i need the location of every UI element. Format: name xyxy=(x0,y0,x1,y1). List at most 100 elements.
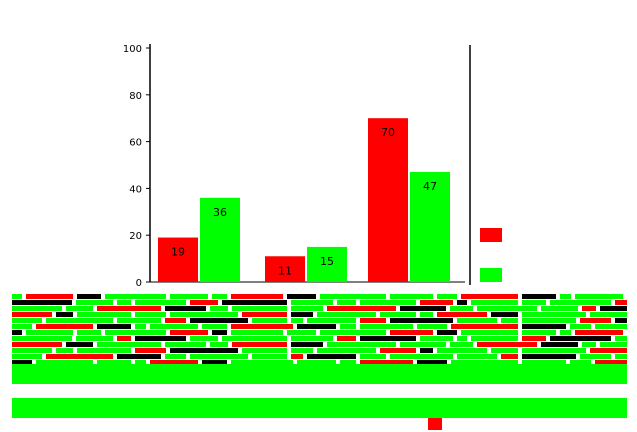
bar xyxy=(158,237,198,282)
garbled-segment xyxy=(97,342,161,347)
data-label: 11 xyxy=(278,264,292,277)
garbled-segment xyxy=(390,294,433,299)
garbled-segment xyxy=(135,312,166,317)
garbled-segment xyxy=(420,348,433,353)
garbled-segment xyxy=(66,306,93,311)
garbled-segment xyxy=(522,336,546,341)
data-label: 47 xyxy=(423,180,437,193)
garbled-segment xyxy=(400,342,446,347)
garbled-segment xyxy=(615,300,627,305)
garbled-segment xyxy=(66,342,93,347)
garbled-segment xyxy=(12,312,52,317)
y-tick-label: 100 xyxy=(123,44,142,55)
data-label: 19 xyxy=(171,246,185,259)
garbled-segment xyxy=(420,336,453,341)
garbled-segment xyxy=(360,300,416,305)
garbled-segment xyxy=(360,360,413,365)
garbled-segment xyxy=(337,336,356,341)
garbled-segment xyxy=(170,294,208,299)
garbled-segment xyxy=(522,324,566,329)
garbled-segment xyxy=(570,360,591,365)
garbled-segment xyxy=(165,318,186,323)
garbled-segment xyxy=(297,324,336,329)
garbled-segment xyxy=(46,318,113,323)
garbled-segment xyxy=(390,354,453,359)
garbled-segment xyxy=(522,318,576,323)
garbled-segment xyxy=(420,312,433,317)
garbled-segment xyxy=(437,348,487,353)
bar xyxy=(265,256,305,282)
garbled-segment xyxy=(491,312,518,317)
garbled-segment xyxy=(471,300,518,305)
garbled-segment xyxy=(471,336,518,341)
garbled-segment xyxy=(575,330,623,335)
garbled-segment xyxy=(615,318,627,323)
garbled-segment xyxy=(242,312,287,317)
garbled-row xyxy=(12,348,627,353)
garbled-segment xyxy=(212,330,227,335)
garbled-segment xyxy=(12,342,62,347)
data-label: 15 xyxy=(320,255,334,268)
garbled-segment xyxy=(327,306,396,311)
garbled-segment xyxy=(165,354,186,359)
garbled-segment xyxy=(580,354,611,359)
garbled-segment xyxy=(417,324,447,329)
garbled-segment xyxy=(232,342,287,347)
garbled-segment xyxy=(287,330,316,335)
garbled-segment xyxy=(461,330,518,335)
garbled-segment xyxy=(450,342,473,347)
garbled-segment xyxy=(451,360,518,365)
garbled-segment xyxy=(590,348,627,353)
garbled-segment xyxy=(420,300,453,305)
garbled-segment xyxy=(582,342,596,347)
garbled-segment xyxy=(231,330,283,335)
garbled-segment xyxy=(165,342,206,347)
garbled-segment xyxy=(291,348,313,353)
garbled-segment xyxy=(12,324,32,329)
garbled-segment xyxy=(360,336,416,341)
bar xyxy=(410,172,450,282)
garbled-segment xyxy=(595,324,627,329)
garbled-segment xyxy=(291,318,303,323)
garbled-segment xyxy=(12,300,72,305)
garbled-segment xyxy=(560,330,571,335)
garbled-segment xyxy=(77,312,131,317)
garbled-segment xyxy=(575,294,623,299)
garbled-segment xyxy=(12,318,42,323)
garbled-row xyxy=(12,318,627,323)
garbled-segment xyxy=(595,360,627,365)
garbled-row xyxy=(12,360,627,365)
garbled-segment xyxy=(117,336,131,341)
garbled-segment xyxy=(291,300,333,305)
garbled-row xyxy=(12,306,627,311)
garbled-segment xyxy=(202,360,227,365)
garbled-segment xyxy=(12,306,62,311)
garbled-segment xyxy=(550,300,611,305)
garbled-segment xyxy=(170,312,238,317)
garbled-segment xyxy=(390,330,433,335)
y-tick-label: 40 xyxy=(129,184,142,195)
garbled-segment xyxy=(461,294,518,299)
garbled-segment xyxy=(457,354,497,359)
garbled-segment xyxy=(457,318,497,323)
garbled-segment xyxy=(12,294,22,299)
legend xyxy=(480,228,502,282)
garbled-segment xyxy=(600,342,627,347)
garbled-segment xyxy=(231,360,293,365)
garbled-segment xyxy=(390,318,453,323)
garbled-segment xyxy=(291,306,323,311)
garbled-segment xyxy=(291,312,313,317)
garbled-segment xyxy=(615,354,627,359)
garbled-segment xyxy=(135,360,146,365)
garbled-row xyxy=(12,312,627,317)
garbled-segment xyxy=(501,354,518,359)
footer-band-bottom xyxy=(12,398,627,418)
garbled-segment xyxy=(307,318,356,323)
garbled-segment xyxy=(580,318,611,323)
garbled-segment xyxy=(582,306,596,311)
garbled-segment xyxy=(541,306,578,311)
garbled-segment xyxy=(560,294,571,299)
garbled-segment xyxy=(491,348,518,353)
garbled-segment xyxy=(150,360,198,365)
garbled-segment xyxy=(457,336,467,341)
